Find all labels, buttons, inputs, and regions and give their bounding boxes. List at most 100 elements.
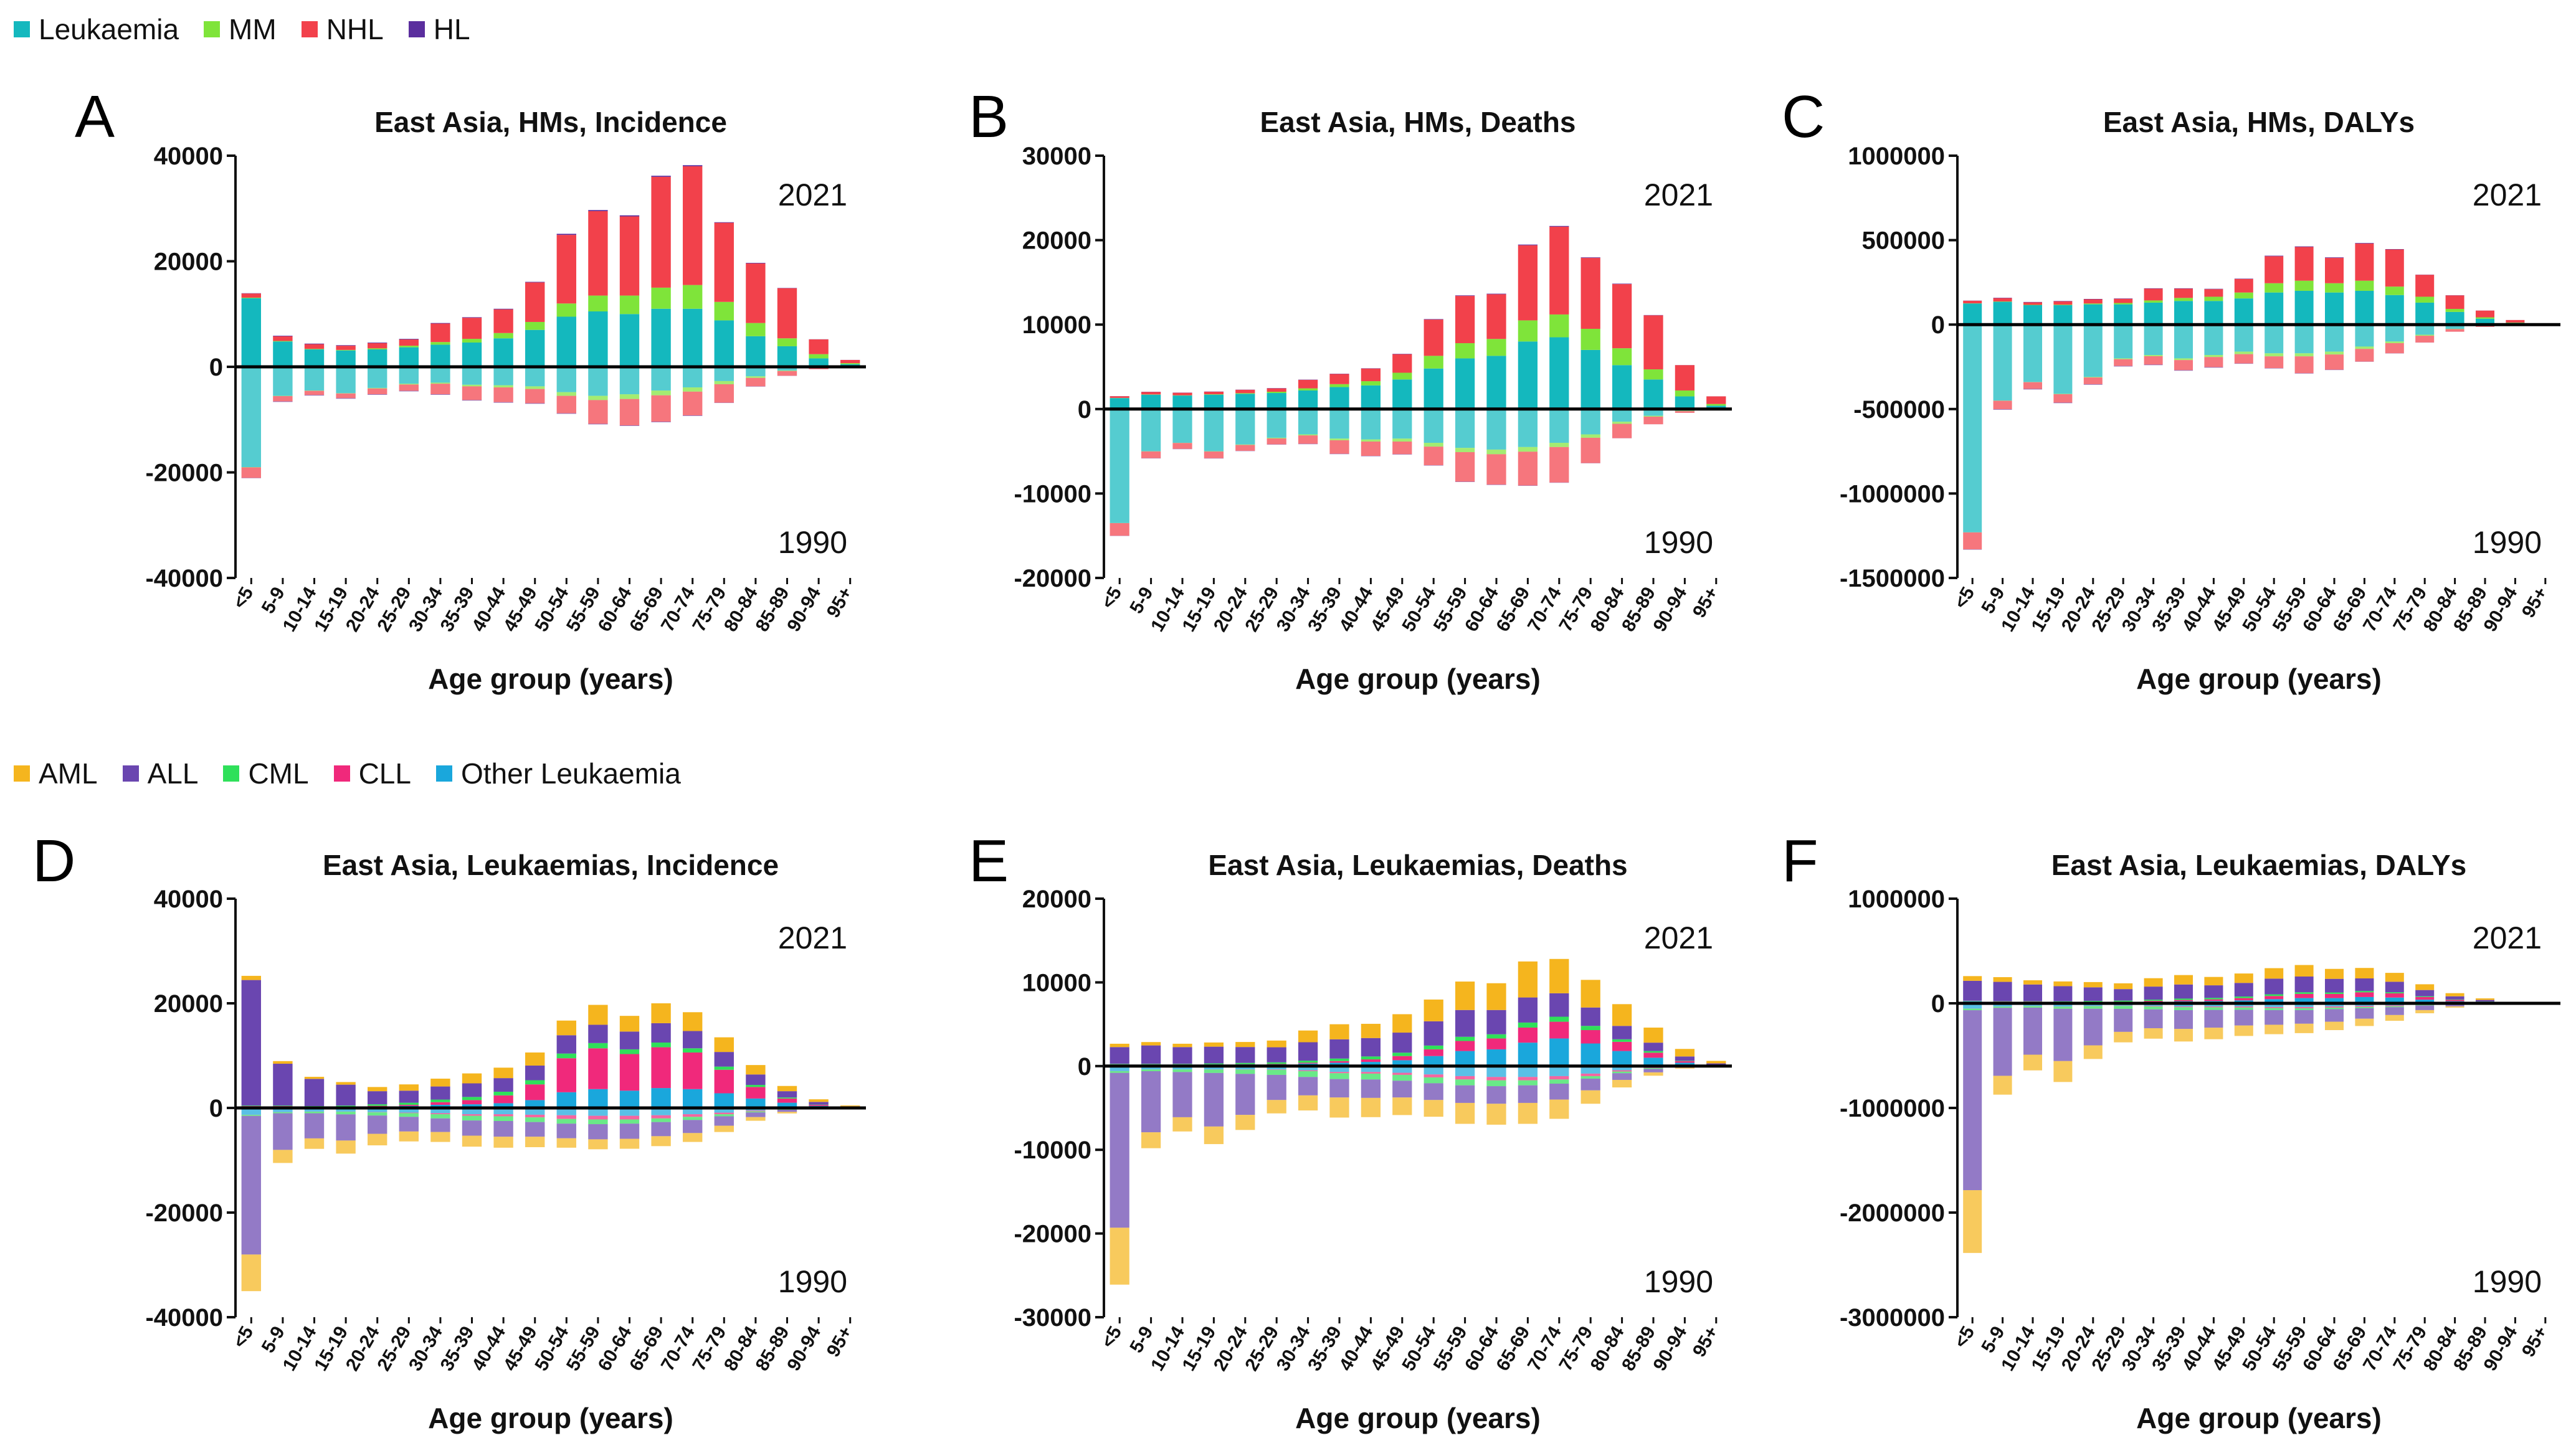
bar-1990-aml-60-64 (2324, 1021, 2344, 1031)
bar-1990-mm-70-74 (683, 387, 703, 392)
bar-1990-other-leukaemia-5-9 (1141, 1066, 1161, 1070)
bar-1990-leukaemia-50-54 (2265, 324, 2284, 354)
bar-1990-mm-25-29 (2114, 358, 2133, 359)
bar-1990-nhl-85-89 (777, 371, 797, 376)
bar-2021-cll-35-39 (462, 1100, 482, 1105)
bar-2021-nhl-5-9 (1993, 298, 2012, 302)
y-tick-label: 0 (1078, 1053, 1091, 1081)
bar-1990-hl-35-39 (1329, 453, 1349, 455)
bar-1990-mm-75-79 (2415, 334, 2435, 336)
bar-2021-aml-70-74 (2385, 973, 2404, 982)
bar-1990-aml-20-24 (1235, 1115, 1255, 1130)
bar-2021-nhl-25-29 (2114, 298, 2133, 303)
bar-1990-hl-45-49 (1392, 454, 1412, 455)
bar-1990-all-10-14 (2023, 1007, 2043, 1055)
bar-2021-aml-lt5 (1110, 1043, 1129, 1048)
bar-1990-mm-70-74 (1549, 443, 1569, 447)
bar-2021-other-leukaemia-55-59 (2294, 998, 2314, 1003)
bar-1990-aml-55-59 (2294, 1023, 2314, 1033)
bar-2021-leukaemia-90-94 (809, 358, 829, 367)
bar-1990-other-leukaemia-60-64 (2324, 1003, 2344, 1007)
bar-1990-leukaemia-15-19 (336, 367, 356, 394)
bar-1990-all-70-74 (1549, 1084, 1569, 1100)
bar-1990-other-leukaemia-40-44 (2204, 1003, 2223, 1007)
bar-1990-all-5-9 (1141, 1071, 1161, 1133)
chart-panel-e: East Asia, Leukaemias, Deaths<5 5-910-141… (1014, 849, 1732, 1434)
bar-2021-cml-25-29 (399, 1102, 419, 1105)
y-tick-label: 0 (209, 354, 223, 381)
bar-2021-all-40-44 (1361, 1038, 1381, 1057)
bar-2021-mm-95plus (1706, 404, 1726, 406)
bar-2021-mm-90-94 (1675, 390, 1695, 397)
bar-2021-cml-45-49 (2234, 996, 2253, 998)
bar-2021-all-75-79 (714, 1052, 734, 1067)
bar-2021-cml-70-74 (2385, 992, 2404, 994)
swatch-cml (223, 765, 240, 782)
bar-1990-cml-65-69 (651, 1118, 671, 1122)
swatch-mm (204, 21, 221, 37)
bar-2021-hl-60-64 (2324, 257, 2344, 258)
legend-hm: Leukaemia MM NHL HL (14, 12, 470, 46)
bar-2021-leukaemia-5-9 (1141, 394, 1161, 409)
bar-2021-aml-95plus (1706, 1061, 1726, 1064)
bar-1990-hl-10-14 (2023, 389, 2043, 390)
bar-1990-all-55-59 (1455, 1085, 1475, 1103)
bar-2021-aml-15-19 (2053, 981, 2073, 986)
bar-1990-hl-35-39 (2174, 370, 2193, 371)
bar-1990-cll-70-74 (683, 1114, 703, 1117)
bar-1990-other-leukaemia-35-39 (1329, 1066, 1349, 1072)
bar-2021-all-45-49 (1392, 1033, 1412, 1053)
bar-2021-aml-5-9 (273, 1061, 293, 1064)
bar-2021-other-leukaemia-50-54 (556, 1092, 576, 1108)
bar-1990-leukaemia-80-84 (746, 367, 766, 377)
bar-2021-nhl-50-54 (556, 235, 576, 304)
bar-2021-all-85-89 (777, 1091, 797, 1098)
bar-1990-other-leukaemia-lt5 (241, 1108, 261, 1115)
bar-2021-mm-30-34 (2144, 300, 2163, 303)
bar-1990-all-15-19 (1204, 1072, 1224, 1127)
bar-2021-nhl-15-19 (336, 346, 356, 350)
bar-1990-mm-55-59 (1455, 448, 1475, 452)
x-tick-label: <5 (1951, 584, 1979, 612)
bar-2021-mm-75-79 (1580, 328, 1600, 350)
year-label-top: 2021 (2473, 177, 2542, 212)
bar-1990-mm-85-89 (1643, 415, 1663, 417)
bar-1990-aml-15-19 (336, 1140, 356, 1154)
bar-2021-hl-55-59 (588, 210, 608, 211)
y-tick-label: -1500000 (1840, 565, 1945, 592)
bar-2021-aml-20-24 (2083, 982, 2103, 988)
bar-2021-leukaemia-85-89 (2475, 318, 2495, 325)
bar-2021-other-leukaemia-55-59 (588, 1089, 608, 1108)
bar-2021-hl-70-74 (1549, 225, 1569, 227)
bar-1990-nhl-75-79 (2415, 336, 2435, 343)
bar-2021-cml-50-54 (2265, 994, 2284, 996)
bar-1990-leukaemia-5-9 (1141, 409, 1161, 452)
bar-1990-all-25-29 (2114, 1008, 2133, 1032)
bar-1990-mm-45-49 (1392, 438, 1412, 442)
bar-1990-aml-70-74 (683, 1133, 703, 1142)
bar-1990-leukaemia-10-14 (1172, 409, 1192, 443)
bar-2021-leukaemia-85-89 (777, 346, 797, 367)
bar-1990-mm-60-64 (2324, 351, 2344, 355)
bar-2021-all-55-59 (1455, 1010, 1475, 1037)
bar-1990-mm-20-24 (368, 387, 387, 389)
bar-1990-cml-45-49 (2234, 1007, 2253, 1010)
bar-1990-nhl-5-9 (1993, 400, 2012, 410)
bar-1990-mm-40-44 (1361, 439, 1381, 442)
bar-1990-other-leukaemia-5-9 (1993, 1003, 2012, 1007)
bar-1990-mm-35-39 (1329, 438, 1349, 440)
swatch-all (122, 765, 139, 782)
bar-1990-all-45-49 (1392, 1081, 1412, 1098)
y-tick-label: 0 (1931, 311, 1945, 339)
bar-2021-all-35-39 (1329, 1039, 1349, 1059)
bar-1990-cml-15-19 (2053, 1006, 2073, 1009)
bar-1990-leukaemia-50-54 (556, 367, 576, 392)
bar-2021-nhl-30-34 (2144, 288, 2163, 301)
bar-1990-all-20-24 (368, 1115, 387, 1134)
bar-2021-other-leukaemia-65-69 (1518, 1043, 1538, 1066)
bar-1990-aml-80-84 (746, 1117, 766, 1121)
bar-1990-hl-30-34 (1298, 443, 1318, 445)
bar-1990-hl-45-49 (525, 403, 545, 404)
bar-2021-cll-85-89 (777, 1098, 797, 1103)
bar-2021-aml-45-49 (525, 1052, 545, 1066)
